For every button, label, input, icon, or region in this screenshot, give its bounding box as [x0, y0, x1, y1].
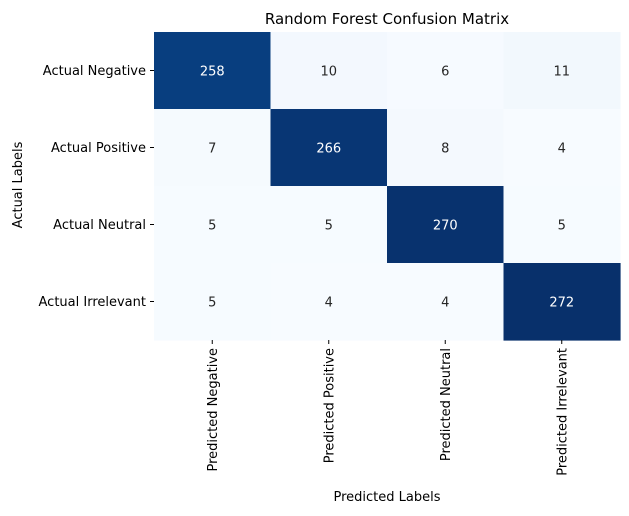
cell-value-label: 8 — [441, 142, 449, 157]
cell-value-label: 4 — [325, 296, 333, 311]
heatmap-cell — [270, 109, 388, 187]
y-tick-label: Actual Irrelevant — [39, 295, 146, 310]
heatmap-cell — [270, 186, 388, 264]
x-axis-label: Predicted Labels — [333, 490, 440, 505]
heatmap-cell — [154, 32, 272, 110]
heatmap-cell — [387, 109, 505, 187]
y-tick-label: Actual Negative — [43, 64, 146, 79]
x-tick-label: Predicted Neutral — [439, 348, 454, 461]
heatmap-cell — [503, 32, 621, 110]
cell-value-label: 5 — [558, 219, 566, 234]
y-tick-label: Actual Neutral — [53, 218, 146, 233]
cell-annotations: 258 10 6 11 7 266 8 4 5 5 270 5 5 4 4 272 — [200, 65, 574, 311]
cell-value-label: 270 — [433, 219, 458, 234]
cell-value-label: 5 — [208, 296, 216, 311]
heatmap-cell — [154, 109, 272, 187]
x-tick-label: Predicted Positive — [322, 348, 337, 463]
x-tick-label: Predicted Negative — [206, 348, 221, 472]
heatmap-cell — [154, 186, 272, 264]
cell-value-label: 6 — [441, 65, 449, 80]
y-axis-label: Actual Labels — [11, 141, 26, 228]
cell-value-label: 5 — [325, 219, 333, 234]
x-tick-labels: Predicted Negative Predicted Positive Pred… — [206, 340, 570, 476]
heatmap-cell — [270, 32, 388, 110]
heatmap-cell — [387, 186, 505, 264]
cell-value-label: 10 — [320, 65, 337, 80]
cell-value-label: 266 — [316, 142, 341, 157]
cell-value-label: 4 — [441, 296, 449, 311]
y-tick-labels: Actual Negative Actual Positive Actual Neu… — [39, 64, 154, 310]
heatmap-cell — [387, 263, 505, 341]
cell-value-label: 272 — [549, 296, 574, 311]
y-tick-label: Actual Positive — [51, 141, 146, 156]
heatmap-cell — [503, 109, 621, 187]
heatmap-cell — [503, 186, 621, 264]
cell-value-label: 11 — [553, 65, 570, 80]
cell-value-label: 258 — [200, 65, 225, 80]
cell-value-label: 4 — [558, 142, 566, 157]
heatmap-cell — [387, 32, 505, 110]
heatmap-cells — [154, 32, 621, 341]
x-tick-label: Predicted Irrelevant — [555, 348, 570, 476]
chart-title: Random Forest Confusion Matrix — [265, 10, 509, 28]
cell-value-label: 5 — [208, 219, 216, 234]
cell-value-label: 7 — [208, 142, 216, 157]
heatmap-cell — [503, 263, 621, 341]
heatmap-cell — [154, 263, 272, 341]
heatmap-cell — [270, 263, 388, 341]
